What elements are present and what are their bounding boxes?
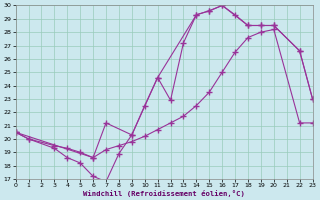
X-axis label: Windchill (Refroidissement éolien,°C): Windchill (Refroidissement éolien,°C) bbox=[83, 190, 245, 197]
